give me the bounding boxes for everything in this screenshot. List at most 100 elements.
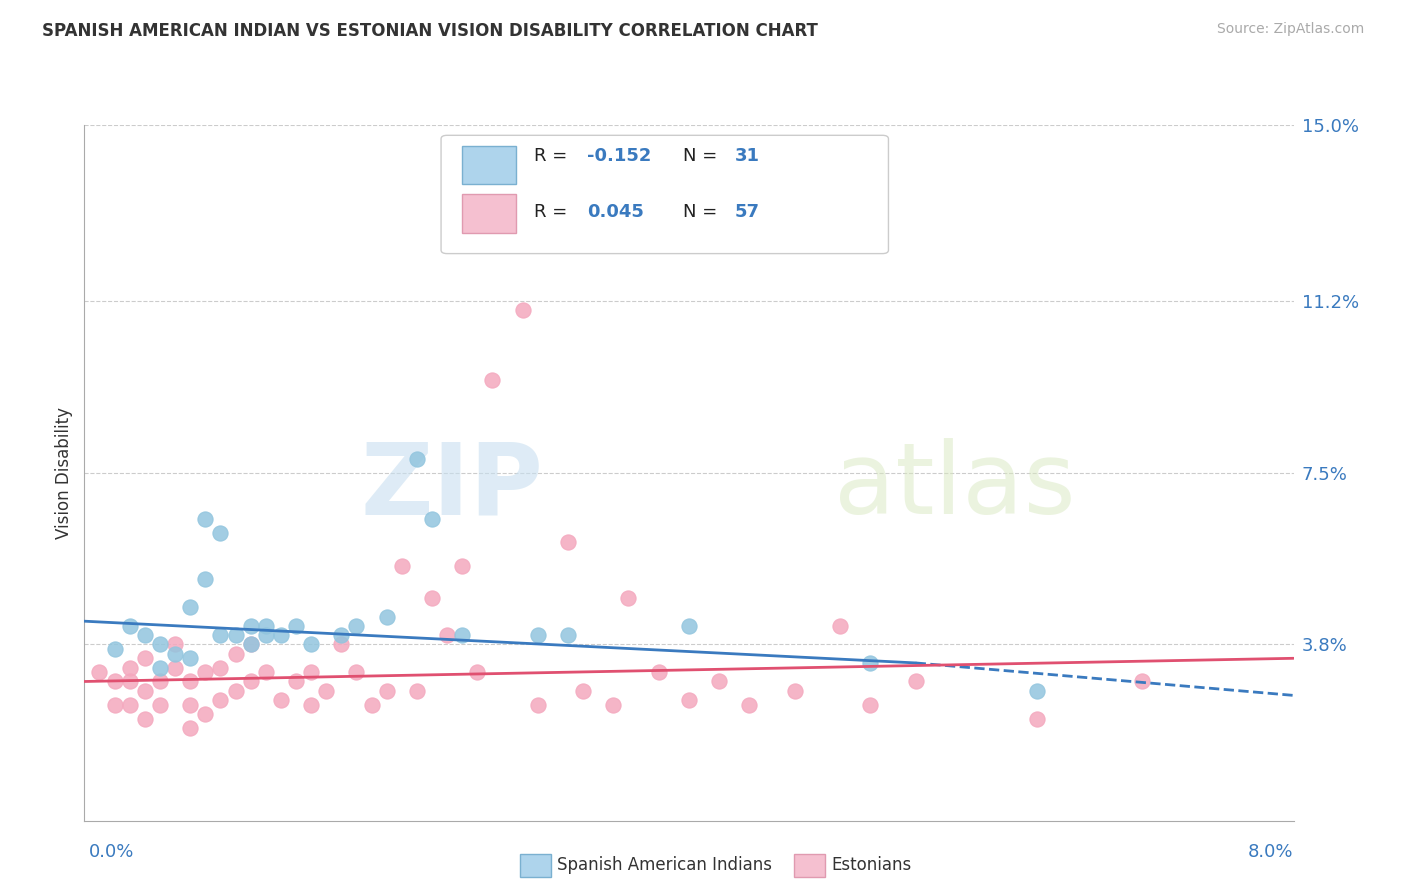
Point xyxy=(391,558,413,573)
Point xyxy=(254,628,277,642)
Point xyxy=(315,683,337,698)
Point xyxy=(149,660,172,674)
Point xyxy=(406,683,429,698)
Text: Estonians: Estonians xyxy=(831,856,911,874)
Text: Source: ZipAtlas.com: Source: ZipAtlas.com xyxy=(1216,22,1364,37)
Point xyxy=(783,683,806,698)
Point xyxy=(557,628,579,642)
Point xyxy=(527,698,550,712)
Point xyxy=(360,698,382,712)
Point xyxy=(179,600,201,615)
Point xyxy=(209,693,232,707)
Point xyxy=(194,665,217,680)
Point xyxy=(481,373,503,387)
Point xyxy=(648,665,671,680)
Point xyxy=(239,637,262,651)
Text: 8.0%: 8.0% xyxy=(1249,843,1294,861)
Text: 31: 31 xyxy=(735,147,759,165)
Point xyxy=(270,628,292,642)
Text: -0.152: -0.152 xyxy=(588,147,652,165)
Text: 0.0%: 0.0% xyxy=(89,843,134,861)
Point xyxy=(1132,674,1154,689)
Point xyxy=(179,721,201,735)
Point xyxy=(104,698,127,712)
Point xyxy=(330,637,353,651)
Point xyxy=(859,656,882,670)
Point xyxy=(738,698,761,712)
Point xyxy=(602,698,624,712)
Point xyxy=(179,698,201,712)
Point xyxy=(89,665,111,680)
Point xyxy=(436,628,458,642)
Point xyxy=(194,706,217,721)
Point xyxy=(134,712,156,726)
Point xyxy=(179,674,201,689)
FancyBboxPatch shape xyxy=(461,145,516,184)
Text: N =: N = xyxy=(683,202,723,221)
Point xyxy=(678,619,700,633)
Point xyxy=(375,683,398,698)
Point xyxy=(254,665,277,680)
Text: R =: R = xyxy=(534,202,574,221)
Point xyxy=(209,660,232,674)
Text: R =: R = xyxy=(534,147,574,165)
Point xyxy=(420,591,443,605)
Point xyxy=(209,628,232,642)
Point xyxy=(149,698,172,712)
Point xyxy=(104,674,127,689)
Point xyxy=(209,526,232,541)
Point xyxy=(285,674,308,689)
Text: atlas: atlas xyxy=(834,438,1076,535)
Text: SPANISH AMERICAN INDIAN VS ESTONIAN VISION DISABILITY CORRELATION CHART: SPANISH AMERICAN INDIAN VS ESTONIAN VISI… xyxy=(42,22,818,40)
Point xyxy=(572,683,595,698)
Point xyxy=(557,535,579,549)
Point xyxy=(420,512,443,526)
Point xyxy=(134,628,156,642)
Point xyxy=(225,628,247,642)
Point xyxy=(134,651,156,665)
Point xyxy=(118,674,141,689)
Point xyxy=(451,628,474,642)
Point xyxy=(118,660,141,674)
Point xyxy=(270,693,292,707)
Point xyxy=(134,683,156,698)
Point xyxy=(225,647,247,661)
Point xyxy=(194,512,217,526)
Point xyxy=(1025,683,1047,698)
Point xyxy=(299,637,322,651)
Point xyxy=(346,665,368,680)
Point xyxy=(179,651,201,665)
FancyBboxPatch shape xyxy=(461,194,516,233)
Point xyxy=(165,637,187,651)
Text: Spanish American Indians: Spanish American Indians xyxy=(557,856,772,874)
Point xyxy=(512,303,534,318)
Point xyxy=(617,591,640,605)
Point xyxy=(225,683,247,698)
Point xyxy=(330,628,353,642)
Point xyxy=(165,660,187,674)
Point xyxy=(165,647,187,661)
Point xyxy=(285,619,308,633)
Point xyxy=(118,698,141,712)
Text: ZIP: ZIP xyxy=(361,438,544,535)
Point xyxy=(830,619,852,633)
Point xyxy=(904,674,927,689)
Point xyxy=(104,642,127,657)
Point xyxy=(194,573,217,587)
Point xyxy=(239,637,262,651)
Point xyxy=(709,674,731,689)
Point xyxy=(239,674,262,689)
Point xyxy=(859,698,882,712)
Point xyxy=(467,665,489,680)
Point xyxy=(254,619,277,633)
FancyBboxPatch shape xyxy=(441,136,889,253)
Point xyxy=(1025,712,1047,726)
Point xyxy=(678,693,700,707)
Point xyxy=(149,637,172,651)
Point xyxy=(239,619,262,633)
Text: 57: 57 xyxy=(735,202,759,221)
Point xyxy=(118,619,141,633)
Point xyxy=(299,698,322,712)
Text: 0.045: 0.045 xyxy=(588,202,644,221)
Point xyxy=(527,628,550,642)
